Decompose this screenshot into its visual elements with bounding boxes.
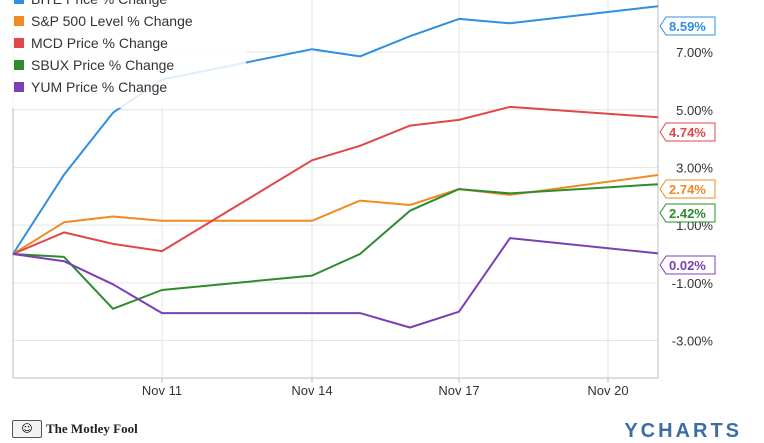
end-label-text: 8.59% [669, 19, 706, 34]
y-tick-label: 9.00% [676, 0, 713, 2]
series-end-label: 2.42% [659, 203, 716, 223]
fool-logo-icon: ☺ [12, 420, 42, 438]
legend-label: YUM Price % Change [31, 79, 167, 95]
y-tick-label: 7.00% [676, 45, 713, 60]
y-tick-label: -1.00% [672, 276, 714, 291]
legend-swatch [14, 82, 24, 92]
chart-legend: BITE Price % Change S&P 500 Level % Chang… [0, 0, 246, 108]
chart-footer: ☺ The Motley Fool YCHARTS [0, 412, 764, 442]
x-tick-label: Nov 11 [142, 383, 182, 398]
series-line [12, 105, 659, 255]
legend-label: BITE Price % Change [31, 0, 167, 7]
series-end-label: 4.74% [659, 122, 716, 142]
legend-swatch [14, 16, 24, 26]
legend-label: SBUX Price % Change [31, 57, 174, 73]
y-tick-label: -3.00% [672, 334, 714, 349]
end-label-text: 0.02% [669, 258, 706, 273]
x-axis-tick-labels: Nov 11 Nov 14 Nov 17 Nov 20 [142, 378, 629, 398]
x-tick-label: Nov 20 [587, 383, 628, 398]
series-end-label: 2.74% [659, 179, 716, 199]
series-end-labels: 8.59% 2.74% 4.74% 2.42% 0.02% [659, 16, 716, 275]
x-tick-label: Nov 17 [438, 383, 479, 398]
legend-swatch [14, 38, 24, 48]
y-tick-label: 3.00% [676, 160, 713, 175]
series-end-label: 0.02% [659, 255, 716, 275]
series-line [12, 5, 659, 255]
end-label-box [659, 203, 716, 223]
series-line [12, 237, 659, 329]
legend-label: MCD Price % Change [31, 35, 168, 51]
line-chart: Nov 11 Nov 14 Nov 17 Nov 20 9.00% 7.00% 5.00%… [0, 0, 716, 398]
chart-series-lines [12, 5, 659, 329]
legend-background [0, 0, 246, 108]
end-label-box [659, 179, 716, 199]
series-line [12, 183, 659, 310]
end-label-text: 2.42% [669, 206, 706, 221]
end-label-text: 4.74% [669, 125, 706, 140]
y-axis-tick-labels: 9.00%7.00%5.00%3.00%1.00%-1.00%-3.00% [672, 0, 714, 349]
end-label-box [659, 255, 716, 275]
legend-swatch [14, 60, 24, 70]
y-tick-label: 5.00% [676, 103, 713, 118]
end-label-box [659, 16, 716, 36]
legend-swatch [14, 0, 24, 4]
end-label-text: 2.74% [669, 182, 706, 197]
series-end-label: 8.59% [659, 16, 716, 36]
chart-grid [13, 0, 658, 378]
motley-fool-brand: The Motley Fool [46, 421, 138, 436]
x-tick-label: Nov 14 [291, 383, 332, 398]
end-label-box [659, 122, 716, 142]
legend-label: S&P 500 Level % Change [31, 13, 193, 29]
